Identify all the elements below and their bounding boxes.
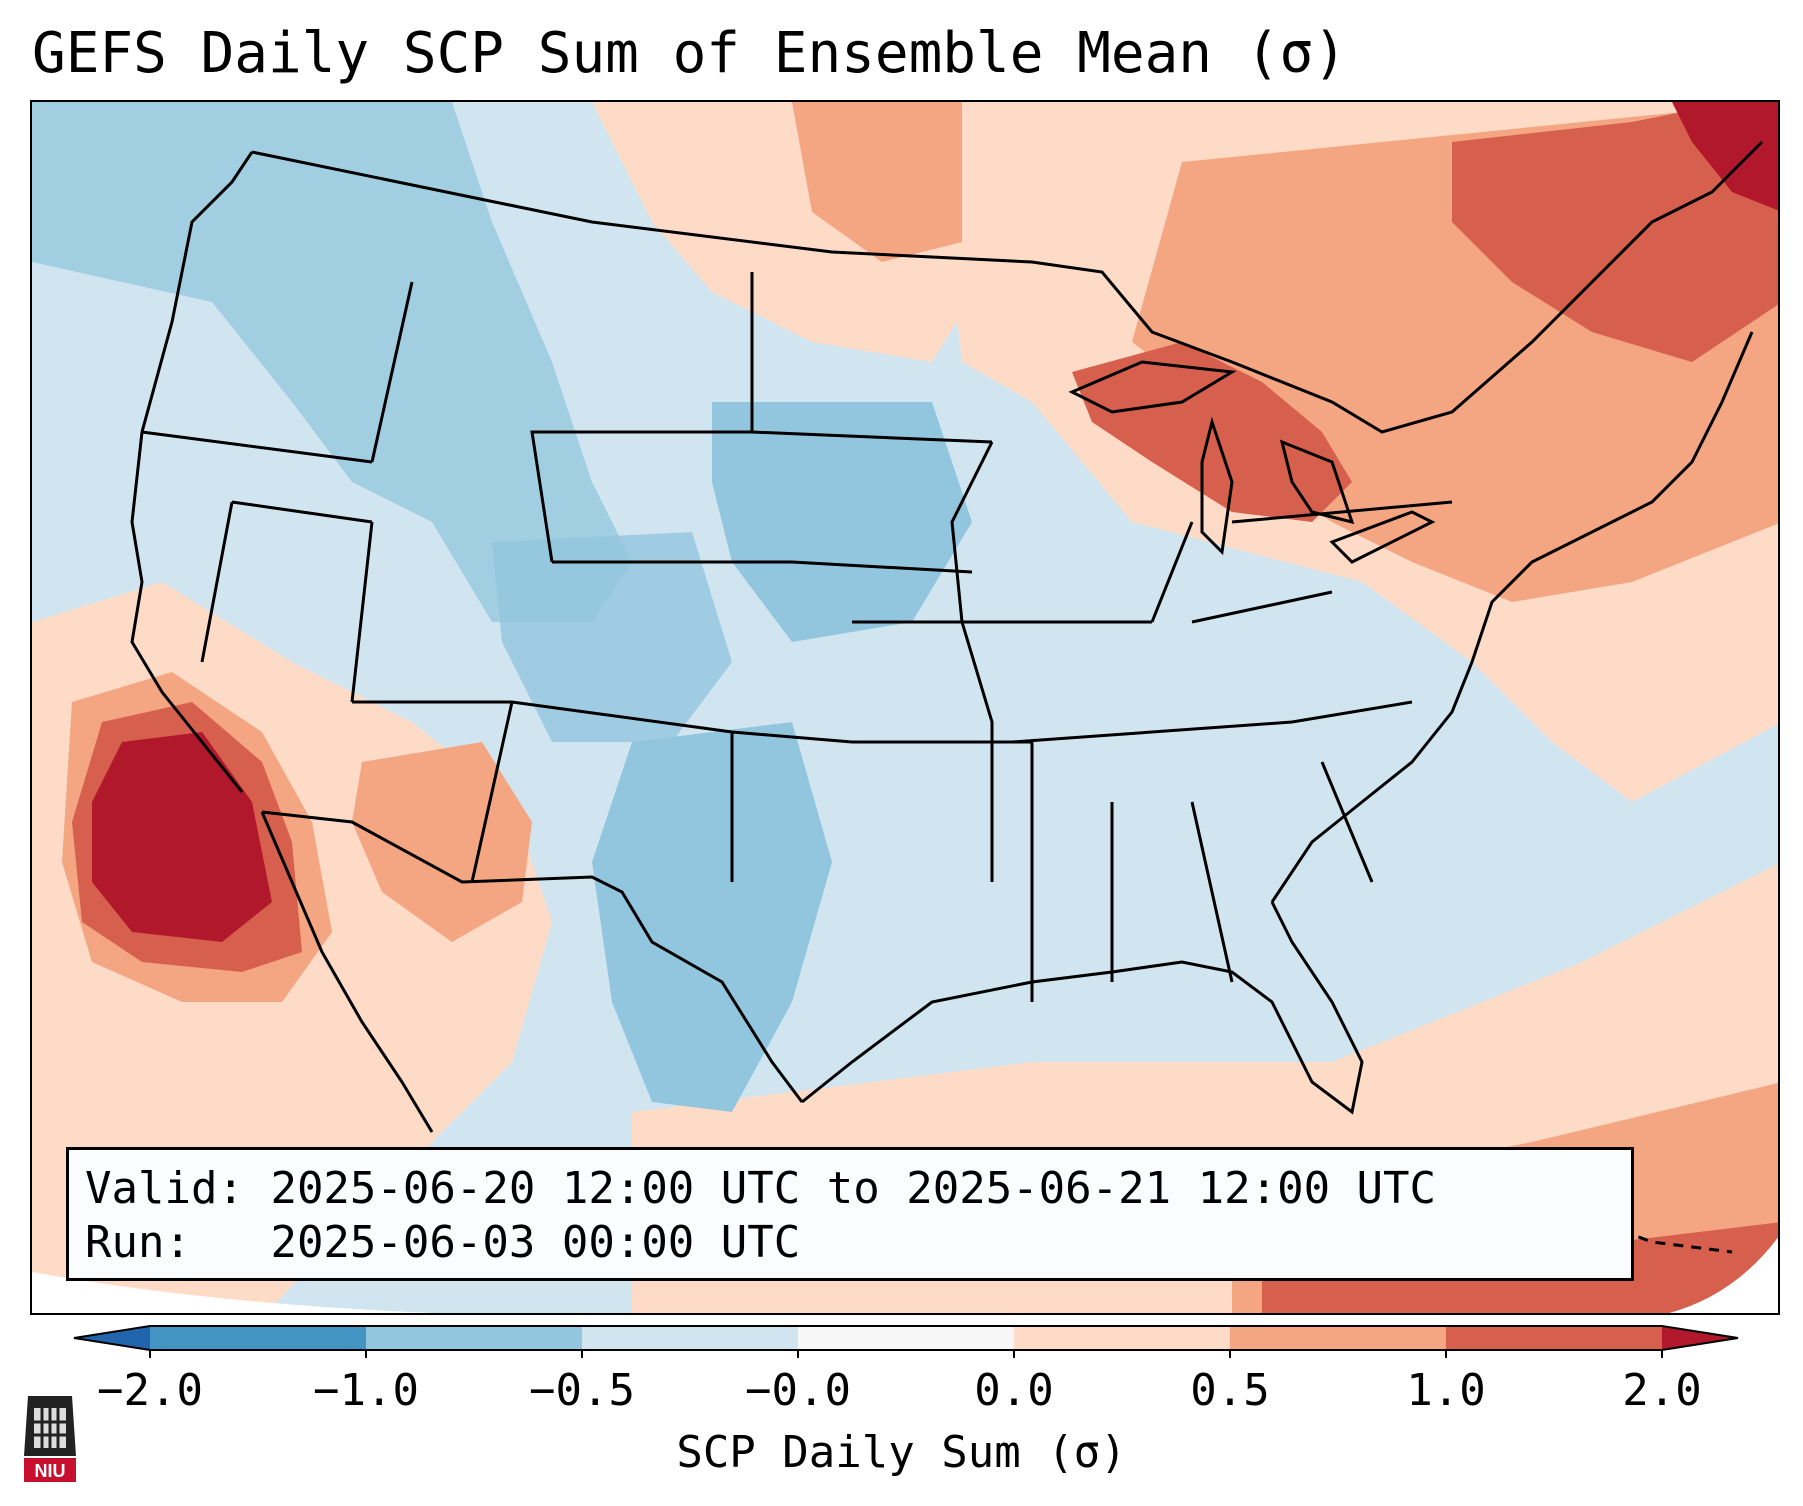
anomaly-region-northern-plains-cool xyxy=(712,402,972,642)
anomaly-region-arizona-warm xyxy=(352,742,532,942)
valid-run-info-box: Valid: 2025-06-20 12:00 UTC to 2025-06-2… xyxy=(66,1147,1634,1281)
colorbar-bin-5 xyxy=(1230,1326,1446,1350)
anomaly-region-texas-cool xyxy=(592,722,832,1112)
anomaly-region-northeast-high xyxy=(1452,102,1778,362)
colorbar-tick-label: −0.5 xyxy=(529,1365,635,1416)
projection-edge-right xyxy=(1669,1237,1778,1313)
anomaly-region-colorado-cool xyxy=(492,532,732,742)
lake-michigan xyxy=(1200,416,1234,556)
colorbar-tick-label: 2.0 xyxy=(1622,1365,1702,1416)
anomaly-region-baja-peak xyxy=(92,732,272,942)
projection-edge xyxy=(32,1272,433,1313)
anomaly-region-dakota-warm xyxy=(792,102,962,262)
chart-title: GEFS Daily SCP Sum of Ensemble Mean (σ) xyxy=(32,21,1347,86)
valid-time-range: 2025-06-20 12:00 UTC to 2025-06-21 12:00… xyxy=(270,1163,1437,1214)
map-canvas xyxy=(32,102,1778,1313)
colorbar-tick-label: −1.0 xyxy=(313,1365,419,1416)
niu-logo: NIU xyxy=(24,1396,76,1482)
run-label: Run: xyxy=(85,1217,191,1268)
valid-label: Valid: xyxy=(85,1163,244,1214)
lake-huron xyxy=(1279,439,1355,525)
colorbar-tick-marks xyxy=(149,1350,1663,1358)
us-mexico-border xyxy=(261,810,804,1103)
us-canada-border xyxy=(251,140,1764,434)
us-west-coast xyxy=(130,151,254,793)
colorbar-tick-label: 0.0 xyxy=(974,1365,1054,1416)
run-time: 2025-06-03 00:00 UTC xyxy=(270,1217,801,1268)
lake-superior xyxy=(1068,360,1237,414)
anomaly-region-maritimes-peak xyxy=(1672,102,1778,211)
colorbar-bin-2 xyxy=(582,1326,798,1350)
colorbar-bin-4 xyxy=(1014,1326,1230,1350)
lake-erie xyxy=(1329,510,1436,564)
colorbar xyxy=(73,1325,1739,1358)
boundary-lines xyxy=(130,140,1764,1254)
baja-peninsula xyxy=(260,811,434,1133)
gulf-coast xyxy=(801,901,1364,1115)
colorbar-label: SCP Daily Sum (σ) xyxy=(676,1427,1127,1478)
anomaly-region-great-lakes xyxy=(1072,342,1352,522)
east-coast xyxy=(1270,331,1754,903)
colorbar-tick-label: −0.0 xyxy=(745,1365,851,1416)
colorbar-bin-0 xyxy=(150,1326,366,1350)
map-panel xyxy=(30,100,1780,1315)
anomaly-region-northern-rockies-cool xyxy=(32,102,632,622)
state-lines xyxy=(141,272,1453,1002)
colorbar-tick-label: 0.5 xyxy=(1190,1365,1270,1416)
colorbar-tick-label: −2.0 xyxy=(97,1365,203,1416)
colorbar-under-arrow xyxy=(74,1326,150,1350)
colorbar-over-arrow xyxy=(1662,1326,1738,1350)
logo-text: NIU xyxy=(35,1461,66,1481)
colorbar-bin-3 xyxy=(798,1326,1014,1350)
colorbar-bin-6 xyxy=(1446,1326,1662,1350)
colorbar-bin-1 xyxy=(366,1326,582,1350)
colorbar-tick-label: 1.0 xyxy=(1406,1365,1486,1416)
anomaly-fill-layer xyxy=(32,102,1778,1313)
